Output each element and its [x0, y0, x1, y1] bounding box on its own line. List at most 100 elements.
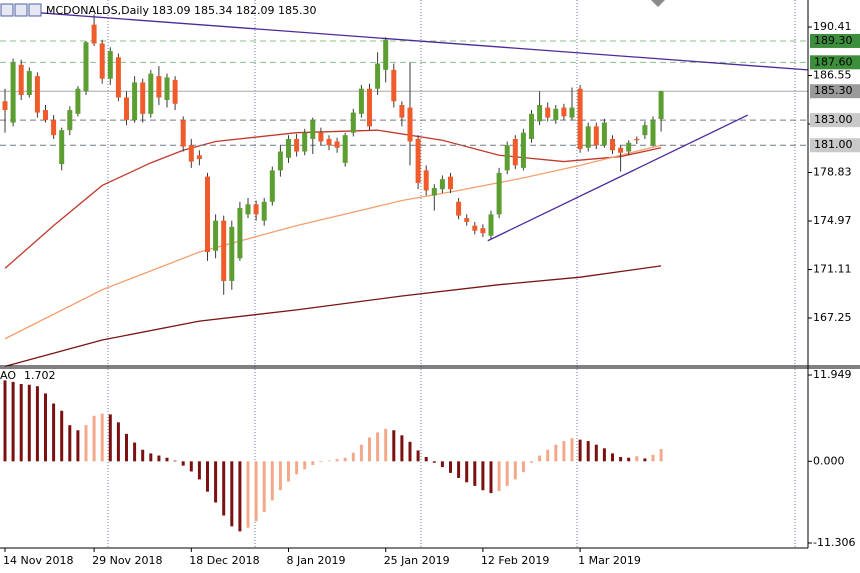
ao-bar: [149, 453, 153, 462]
level-box: [810, 33, 860, 48]
ao-bar: [424, 456, 428, 462]
ao-bar: [116, 422, 120, 462]
level-label: 183.00: [814, 113, 853, 126]
candle-body: [358, 88, 364, 114]
candle-body: [205, 176, 210, 253]
icon: [0, 3, 14, 17]
candle-body: [26, 71, 32, 95]
candle-body: [318, 132, 324, 142]
ao-bar: [76, 430, 80, 462]
candle-body: [367, 88, 372, 127]
ao-bar: [11, 381, 15, 462]
candle-body: [350, 112, 356, 133]
ao-bar: [141, 449, 145, 462]
candle-body: [140, 82, 146, 114]
ao-bar: [125, 433, 128, 462]
candle-body: [34, 76, 40, 113]
ao-bar: [570, 438, 574, 462]
ao-bar: [303, 461, 307, 470]
period-separators: [107, 0, 796, 548]
candle-body: [585, 126, 591, 148]
ao-bar: [546, 449, 550, 462]
ao-bar: [505, 461, 509, 486]
moving-average: [4, 265, 662, 368]
candle-body: [375, 63, 381, 89]
candle-body: [658, 91, 664, 119]
ao-bar: [165, 457, 169, 462]
ao-bar: [214, 461, 218, 503]
y-tick-label: 174.97: [813, 214, 852, 227]
candle-body: [196, 155, 202, 160]
candle-body: [545, 107, 551, 118]
candle-body: [180, 120, 186, 147]
level-box: [810, 55, 860, 70]
candle-body: [618, 147, 624, 153]
candle-body: [164, 77, 170, 101]
ao-bar: [254, 461, 258, 522]
ao-bar: [368, 437, 371, 462]
symbol-icon: [0, 3, 42, 17]
ao-bar: [651, 454, 655, 462]
y-tick-label: 0.000: [813, 454, 845, 467]
ao-bar: [432, 461, 436, 463]
icon: [28, 3, 42, 17]
ao-bar: [473, 461, 477, 486]
candle-body: [334, 141, 340, 148]
ao-bar: [562, 441, 566, 462]
candle-body: [537, 105, 543, 122]
candle-body: [115, 57, 121, 98]
candle-body: [415, 138, 421, 183]
ao-bar: [335, 459, 339, 462]
candle-body: [553, 108, 559, 121]
y-tick-label: 178.83: [813, 166, 852, 179]
candle-body: [221, 220, 227, 281]
chart-title: MCDONALDS,Daily: [46, 4, 149, 17]
quote: 183.09 185.34 182.09 185.30: [152, 4, 316, 17]
ao-bar: [278, 461, 282, 491]
candle-body: [480, 228, 486, 234]
candle-body: [18, 64, 24, 95]
candle-body: [83, 42, 89, 92]
ao-bar: [449, 461, 452, 473]
ao-bar: [489, 461, 493, 494]
candle-body: [124, 97, 129, 121]
ao-bar: [376, 432, 380, 462]
ao-bar: [457, 461, 461, 478]
candle-body: [634, 138, 640, 141]
candle-body: [99, 43, 105, 79]
ao-bar: [108, 414, 112, 462]
candle-body: [59, 130, 65, 165]
ao-bar: [343, 457, 347, 462]
ao-bar: [295, 461, 299, 475]
ao-bar: [238, 461, 242, 532]
ao-bar: [643, 458, 647, 462]
x-tick-label: 25 Jan 2019: [384, 554, 450, 567]
ao-bar: [230, 461, 234, 527]
ao-bar: [3, 380, 7, 462]
ao-bar: [100, 413, 104, 462]
x-tick-label: 18 Dec 2018: [189, 554, 259, 567]
ao-bar: [246, 461, 250, 528]
ao-bar: [189, 461, 193, 472]
candle-body: [650, 120, 656, 146]
ao-bar: [270, 461, 274, 501]
candle-body: [472, 225, 478, 231]
candle-body: [601, 122, 607, 146]
ao-bar: [384, 428, 388, 462]
candle-body: [383, 39, 389, 70]
ao-bar: [440, 461, 444, 468]
candle-body: [2, 101, 8, 111]
candle-body: [213, 220, 219, 251]
ao-bar: [44, 393, 47, 462]
ao-bar: [392, 430, 396, 462]
candle-body: [188, 145, 194, 162]
moving-average: [4, 129, 662, 269]
ao-bar: [635, 456, 639, 462]
candle-body: [423, 170, 429, 191]
candle-body: [43, 110, 48, 121]
level-label: 181.00: [814, 138, 853, 151]
candle-body: [399, 105, 405, 118]
candle-body: [431, 187, 437, 196]
ao-bar: [611, 453, 614, 462]
candle-body: [610, 138, 615, 151]
